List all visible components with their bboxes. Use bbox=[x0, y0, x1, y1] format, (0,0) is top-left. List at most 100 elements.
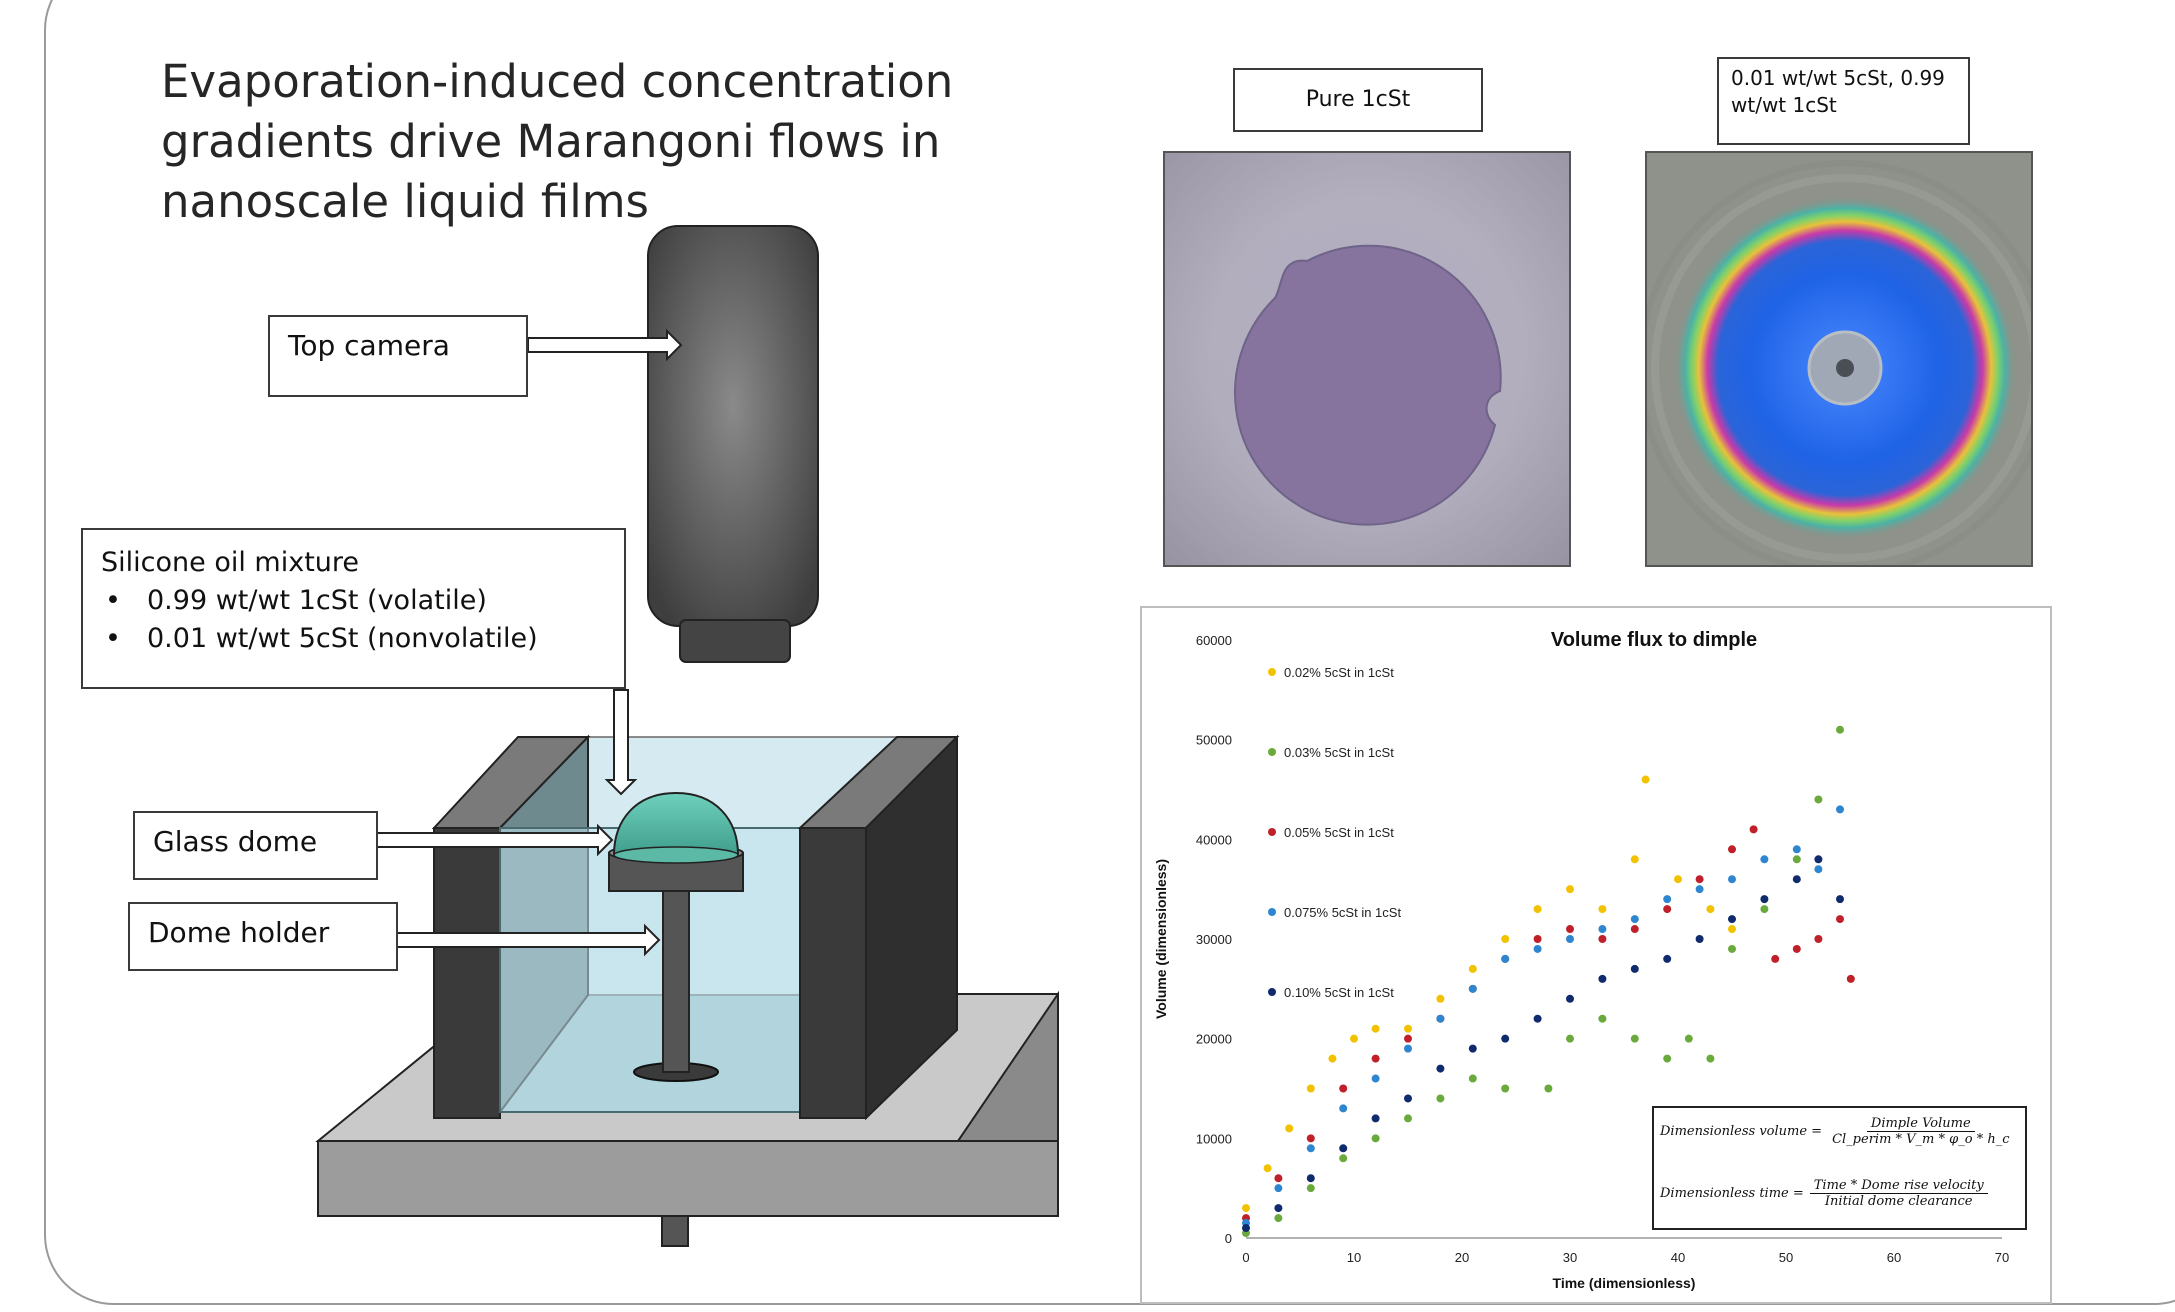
legend-label: 0.05% 5cSt in 1cSt bbox=[1284, 825, 1394, 840]
equation-volume: Dimensionless volume = Dimple Volume Cl_… bbox=[1660, 1116, 2014, 1147]
data-point bbox=[1468, 984, 1477, 993]
data-point bbox=[1630, 925, 1639, 934]
y-tick-label: 60000 bbox=[1196, 633, 1232, 648]
data-point bbox=[1792, 875, 1801, 884]
data-point bbox=[1814, 935, 1823, 943]
data-point bbox=[1792, 855, 1801, 864]
data-point bbox=[1501, 1034, 1510, 1043]
photo-pure-1cst bbox=[1163, 151, 1571, 567]
y-tick-label: 30000 bbox=[1196, 932, 1232, 947]
data-point bbox=[1771, 954, 1780, 963]
data-point bbox=[1695, 935, 1704, 943]
equation-time: Dimensionless time = Time * Dome rise ve… bbox=[1660, 1178, 1988, 1209]
data-point bbox=[1598, 925, 1607, 934]
data-point bbox=[1598, 935, 1607, 943]
label-glass-dome: Glass dome bbox=[133, 811, 378, 880]
mixture-box: Silicone oil mixture 0.99 wt/wt 1cSt (vo… bbox=[81, 528, 626, 689]
data-point bbox=[1306, 1134, 1315, 1143]
chart-title: Volume flux to dimple bbox=[1551, 629, 1757, 651]
equation-time-lhs: Dimensionless time = bbox=[1660, 1186, 1804, 1201]
label-dome-holder: Dome holder bbox=[128, 902, 398, 971]
data-point bbox=[1339, 1144, 1348, 1153]
data-point bbox=[1566, 885, 1574, 894]
data-point bbox=[1598, 1014, 1607, 1023]
data-point bbox=[1339, 1104, 1348, 1113]
series-3 bbox=[1242, 825, 1855, 1223]
equation-volume-num: Dimple Volume bbox=[1866, 1116, 1975, 1132]
data-point bbox=[1274, 1174, 1283, 1183]
data-point bbox=[1566, 994, 1574, 1003]
mixture-item: 0.01 wt/wt 5cSt (nonvolatile) bbox=[101, 620, 606, 658]
x-axis-label: Time (dimensionless) bbox=[1553, 1275, 1696, 1291]
data-point bbox=[1501, 1084, 1510, 1093]
y-tick-label: 50000 bbox=[1196, 733, 1232, 748]
data-point bbox=[1674, 875, 1682, 884]
data-point bbox=[1468, 1044, 1477, 1053]
x-tick-label: 70 bbox=[1995, 1250, 2009, 1265]
data-point bbox=[1846, 974, 1855, 983]
photo-mixture bbox=[1645, 151, 2033, 567]
arrow-glass-dome bbox=[376, 823, 614, 857]
data-point bbox=[1404, 1114, 1412, 1123]
data-point bbox=[1436, 994, 1445, 1003]
data-point bbox=[1728, 845, 1736, 854]
equation-time-den: Initial dome clearance bbox=[1824, 1194, 1973, 1209]
data-point bbox=[1814, 795, 1823, 804]
data-point bbox=[1695, 885, 1704, 894]
x-tick-label: 60 bbox=[1887, 1250, 1901, 1265]
equation-volume-lhs: Dimensionless volume = bbox=[1660, 1124, 1823, 1139]
y-tick-label: 10000 bbox=[1196, 1131, 1232, 1146]
data-point bbox=[1728, 875, 1736, 884]
data-point bbox=[1404, 1034, 1412, 1043]
data-point bbox=[1566, 935, 1574, 943]
data-point bbox=[1350, 1034, 1358, 1043]
data-point bbox=[1328, 1054, 1337, 1063]
data-point bbox=[1663, 905, 1672, 914]
legend-label: 0.02% 5cSt in 1cSt bbox=[1284, 665, 1394, 680]
mixture-heading: Silicone oil mixture bbox=[101, 547, 360, 578]
series-5 bbox=[1242, 855, 1844, 1233]
arrow-mixture bbox=[604, 689, 638, 796]
arrow-dome-holder bbox=[396, 923, 661, 957]
data-point bbox=[1760, 855, 1769, 864]
series-4 bbox=[1242, 805, 1844, 1228]
data-point bbox=[1339, 1084, 1348, 1093]
data-point bbox=[1630, 855, 1639, 864]
data-point bbox=[1436, 1064, 1445, 1073]
data-point bbox=[1306, 1184, 1315, 1193]
y-axis-label: Volume (dimensionless) bbox=[1153, 859, 1169, 1019]
data-point bbox=[1566, 1034, 1574, 1043]
equation-box: Dimensionless volume = Dimple Volume Cl_… bbox=[1652, 1106, 2027, 1230]
data-point bbox=[1242, 1224, 1250, 1233]
x-tick-label: 0 bbox=[1242, 1250, 1249, 1265]
legend-marker bbox=[1268, 908, 1276, 916]
equation-volume-den: Cl_perim * V_m * φ_o * h_c bbox=[1832, 1132, 2010, 1147]
data-point bbox=[1371, 1114, 1380, 1123]
data-point bbox=[1728, 915, 1736, 924]
data-point bbox=[1436, 1094, 1445, 1103]
series-1 bbox=[1242, 775, 1736, 1213]
data-point bbox=[1728, 925, 1736, 934]
slide-title: Evaporation-induced concentration gradie… bbox=[161, 55, 954, 228]
data-point bbox=[1274, 1184, 1283, 1193]
data-point bbox=[1533, 944, 1542, 953]
data-point bbox=[1814, 865, 1823, 874]
data-point bbox=[1501, 954, 1510, 963]
arrow-top-camera bbox=[527, 328, 683, 362]
x-tick-label: 30 bbox=[1563, 1250, 1577, 1265]
data-point bbox=[1404, 1024, 1412, 1033]
data-point bbox=[1836, 805, 1844, 814]
data-point bbox=[1814, 855, 1823, 864]
x-tick-label: 10 bbox=[1347, 1250, 1361, 1265]
data-point bbox=[1728, 944, 1736, 953]
data-point bbox=[1306, 1144, 1315, 1153]
y-tick-label: 20000 bbox=[1196, 1032, 1232, 1047]
data-point bbox=[1404, 1094, 1412, 1103]
data-point bbox=[1274, 1214, 1283, 1223]
data-point bbox=[1339, 1154, 1348, 1163]
top-camera-shape bbox=[647, 225, 819, 663]
y-tick-label: 40000 bbox=[1196, 832, 1232, 847]
data-point bbox=[1371, 1134, 1380, 1143]
glass-dome-shape bbox=[612, 791, 740, 864]
